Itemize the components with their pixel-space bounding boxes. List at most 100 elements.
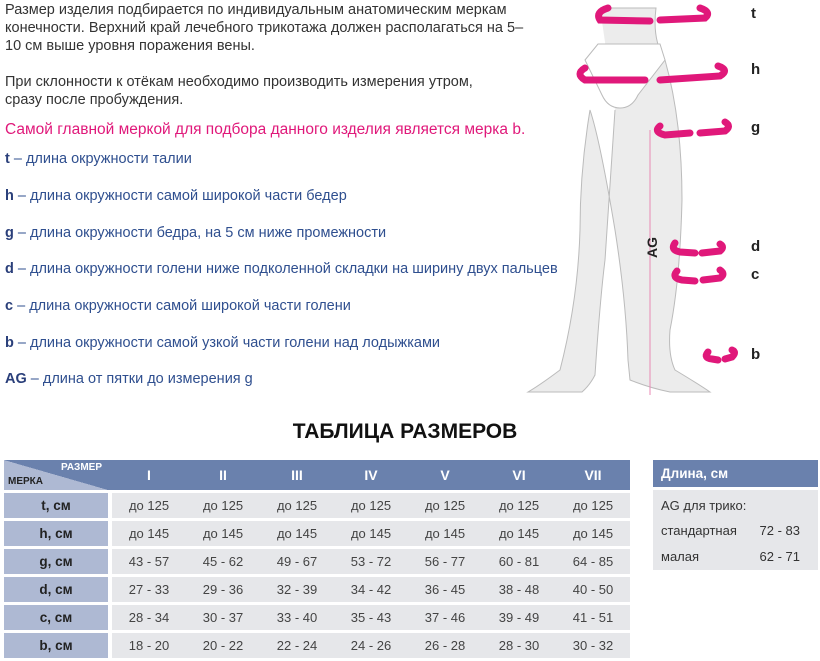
length-subtitle: AG для трико: <box>661 498 747 513</box>
size-header-vi: VI <box>482 460 556 490</box>
size-header-i: I <box>112 460 186 490</box>
calf-measure-arrow <box>671 266 727 285</box>
table-cell: 20 - 22 <box>186 633 260 658</box>
table-row: g, см 43 - 57 45 - 62 49 - 67 53 - 72 56 - 77… <box>4 549 630 574</box>
table-cell: до 145 <box>186 521 260 546</box>
size-header-iii: III <box>260 460 334 490</box>
definition-key: d <box>5 261 14 277</box>
table-cell: 30 - 37 <box>186 605 260 630</box>
table-cell: до 125 <box>112 493 186 518</box>
definition-key: b <box>5 335 14 351</box>
leg-measurement-figure: AG <box>526 4 738 395</box>
label-d: d <box>751 238 761 255</box>
row-label: c, см <box>4 605 108 630</box>
size-header-v: V <box>408 460 482 490</box>
size-header-label: РАЗМЕР <box>61 462 102 473</box>
table-cell: до 125 <box>260 493 334 518</box>
waist-measure-arrow <box>595 4 712 25</box>
corner-cell: РАЗМЕР МЕРКА <box>4 460 108 490</box>
table-cell: 49 - 67 <box>260 549 334 574</box>
table-cell: 34 - 42 <box>334 577 408 602</box>
table-cell: до 145 <box>112 521 186 546</box>
row-label: g, см <box>4 549 108 574</box>
definition-text: – длина от пятки до измерения g <box>26 371 253 387</box>
definition-text: – длина окружности самой узкой части гол… <box>13 335 441 351</box>
definition-b: b – длина окружности самой узкой части г… <box>5 335 440 351</box>
table-cell: 40 - 50 <box>556 577 630 602</box>
table-cell: 22 - 24 <box>260 633 334 658</box>
label-h: h <box>751 61 761 78</box>
table-cell: 26 - 28 <box>408 633 482 658</box>
length-row-value: 62 - 71 <box>759 549 800 564</box>
definition-key: h <box>5 188 14 204</box>
table-cell: до 125 <box>408 493 482 518</box>
table-row: h, см до 145 до 145 до 145 до 145 до 145 до 14… <box>4 521 630 546</box>
table-cell: 39 - 49 <box>482 605 556 630</box>
table-cell: 30 - 32 <box>556 633 630 658</box>
key-measure-note: Самой главной меркой для подбора данного… <box>5 121 526 138</box>
table-cell: 18 - 20 <box>112 633 186 658</box>
definition-text: – длина окружности самой широкой части б… <box>13 188 347 204</box>
knee-measure-arrow <box>669 239 726 257</box>
table-cell: 29 - 36 <box>186 577 260 602</box>
table-cell: 35 - 43 <box>334 605 408 630</box>
table-cell: до 125 <box>556 493 630 518</box>
length-row: стандартная 72 - 83 <box>661 518 810 544</box>
table-cell: 32 - 39 <box>260 577 334 602</box>
table-cell: 56 - 77 <box>408 549 482 574</box>
definition-key: c <box>5 298 14 314</box>
table-cell: 33 - 40 <box>260 605 334 630</box>
table-cell: 41 - 51 <box>556 605 630 630</box>
label-t: t <box>751 5 756 22</box>
row-label: h, см <box>4 521 108 546</box>
intro-paragraph-2: При склонности к отёкам необходимо произ… <box>5 74 473 108</box>
length-row: малая 62 - 71 <box>661 544 810 570</box>
size-table-title: ТАБЛИЦА РАЗМЕРОВ <box>292 420 518 443</box>
size-header-vii: VII <box>556 460 630 490</box>
definition-d: d – длина окружности голени ниже подколе… <box>5 261 558 277</box>
table-cell: до 125 <box>334 493 408 518</box>
table-cell: 24 - 26 <box>334 633 408 658</box>
definition-t: t – длина окружности талии <box>5 151 192 167</box>
definition-text: – длина окружности талии <box>9 151 192 167</box>
definition-key: g <box>5 225 14 241</box>
table-cell: 60 - 81 <box>482 549 556 574</box>
definition-text: – длина окружности самой широкой части г… <box>13 298 351 314</box>
table-cell: 27 - 33 <box>112 577 186 602</box>
table-cell: до 125 <box>482 493 556 518</box>
table-cell: 37 - 46 <box>408 605 482 630</box>
table-cell: 28 - 34 <box>112 605 186 630</box>
table-row: t, см до 125 до 125 до 125 до 125 до 125 до 12… <box>4 493 630 518</box>
table-cell: 43 - 57 <box>112 549 186 574</box>
length-panel: Длина, см AG для трико: стандартная 72 - … <box>653 460 818 570</box>
table-cell: 45 - 62 <box>186 549 260 574</box>
length-row-label: малая <box>661 549 700 564</box>
definition-c: c – длина окружности самой широкой части… <box>5 298 351 314</box>
length-header: Длина, см <box>653 460 818 487</box>
label-c: c <box>751 266 760 283</box>
ag-label: AG <box>644 237 660 258</box>
table-cell: 38 - 48 <box>482 577 556 602</box>
table-row: b, см 18 - 20 20 - 22 22 - 24 24 - 26 26 - 28… <box>4 633 630 658</box>
definition-key: t <box>5 151 10 167</box>
body-silhouette <box>526 7 712 393</box>
table-row: d, см 27 - 33 29 - 36 32 - 39 34 - 42 36 - 45… <box>4 577 630 602</box>
size-header-ii: II <box>186 460 260 490</box>
length-row-label: стандартная <box>661 523 737 538</box>
definition-text: – длина окружности бедра, на 5 см ниже п… <box>13 225 387 241</box>
row-label: d, см <box>4 577 108 602</box>
table-cell: 53 - 72 <box>334 549 408 574</box>
definition-ag: AG – длина от пятки до измерения g <box>5 371 253 387</box>
table-cell: до 145 <box>408 521 482 546</box>
definition-key: AG <box>5 371 27 387</box>
measure-header-label: МЕРКА <box>8 476 43 487</box>
table-cell: 36 - 45 <box>408 577 482 602</box>
thigh-measure-arrow <box>653 118 732 139</box>
size-header-iv: IV <box>334 460 408 490</box>
ankle-measure-arrow <box>702 346 738 364</box>
hip-measure-arrow <box>576 62 728 84</box>
definition-h: h – длина окружности самой широкой части… <box>5 188 347 204</box>
table-cell: до 125 <box>186 493 260 518</box>
definition-g: g – длина окружности бедра, на 5 см ниже… <box>5 225 386 241</box>
table-cell: 64 - 85 <box>556 549 630 574</box>
